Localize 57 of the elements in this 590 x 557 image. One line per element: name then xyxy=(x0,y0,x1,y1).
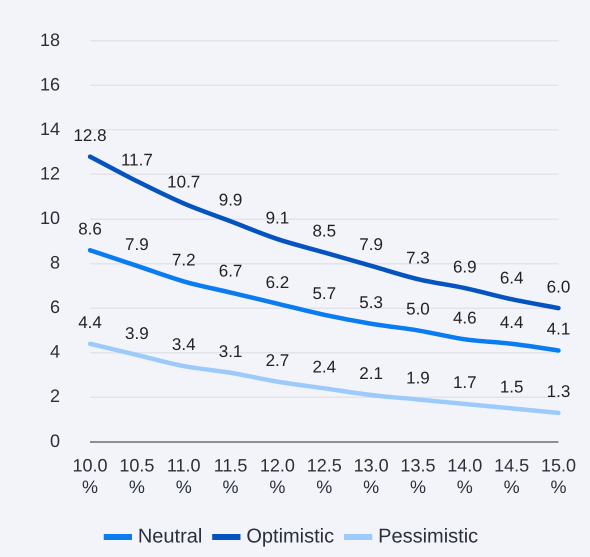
data-label: 10.7 xyxy=(167,172,200,192)
data-label: 7.2 xyxy=(172,250,196,270)
data-label: 8.5 xyxy=(312,222,336,241)
data-label: 2.1 xyxy=(359,364,383,384)
data-label: 1.5 xyxy=(500,378,524,397)
data-label: 5.0 xyxy=(406,300,430,319)
data-label: 11.7 xyxy=(120,150,153,170)
data-label: 7.9 xyxy=(125,234,149,254)
data-label: 7.3 xyxy=(406,248,430,268)
y-tick-label: 6 xyxy=(50,297,60,318)
data-label: 6.0 xyxy=(546,277,570,296)
data-label: 9.1 xyxy=(266,208,290,228)
data-label: 12.8 xyxy=(73,126,107,145)
x-tick-label: 13.5% xyxy=(400,456,436,498)
data-label: 6.7 xyxy=(218,262,242,281)
legend-label: Optimistic xyxy=(246,526,334,548)
data-label: 2.7 xyxy=(266,350,290,370)
data-label: 1.3 xyxy=(546,382,570,402)
x-tick-label: 12.5% xyxy=(306,456,342,498)
x-tick-label: 14.5% xyxy=(494,456,530,498)
data-label: 1.7 xyxy=(452,373,477,392)
data-label: 3.4 xyxy=(172,335,196,354)
data-label: 3.1 xyxy=(218,342,242,361)
data-label: 4.4 xyxy=(78,312,102,332)
y-tick-label: 8 xyxy=(50,252,60,273)
data-label: 9.9 xyxy=(218,190,242,210)
y-tick-label: 18 xyxy=(40,30,60,50)
data-label: 4.4 xyxy=(500,312,524,332)
y-tick-label: 16 xyxy=(40,74,60,94)
data-label: 8.6 xyxy=(78,219,102,238)
y-tick-label: 0 xyxy=(50,430,60,451)
x-tick-label: 11.5% xyxy=(214,456,248,498)
data-label: 4.6 xyxy=(452,308,477,328)
data-label: 6.4 xyxy=(500,268,524,288)
x-tick-label: 10.0% xyxy=(72,456,108,498)
x-tick-label: 10.5% xyxy=(119,456,154,498)
y-tick-label: 4 xyxy=(50,342,60,362)
data-label: 5.3 xyxy=(359,292,383,312)
data-label: 1.9 xyxy=(406,368,430,388)
x-tick-label: 11.0% xyxy=(166,456,201,498)
y-tick-label: 10 xyxy=(40,208,60,228)
data-label: 4.1 xyxy=(546,320,570,339)
y-tick-label: 12 xyxy=(40,163,60,184)
data-label: 5.7 xyxy=(312,284,336,304)
data-label: 6.2 xyxy=(266,272,290,292)
y-tick-label: 14 xyxy=(40,118,60,139)
x-tick-label: 14.0% xyxy=(447,456,482,498)
x-tick-label: 13.0% xyxy=(354,456,389,498)
data-label: 7.9 xyxy=(359,234,383,254)
y-tick-label: 2 xyxy=(50,386,60,406)
data-label: 2.4 xyxy=(312,358,336,377)
x-tick-label: 15.0% xyxy=(540,456,576,498)
legend-label: Neutral xyxy=(138,526,202,548)
data-label: 3.9 xyxy=(125,324,149,344)
data-label: 6.9 xyxy=(452,257,477,276)
legend-label: Pessimistic xyxy=(378,526,478,548)
x-tick-label: 12.0% xyxy=(260,456,295,498)
